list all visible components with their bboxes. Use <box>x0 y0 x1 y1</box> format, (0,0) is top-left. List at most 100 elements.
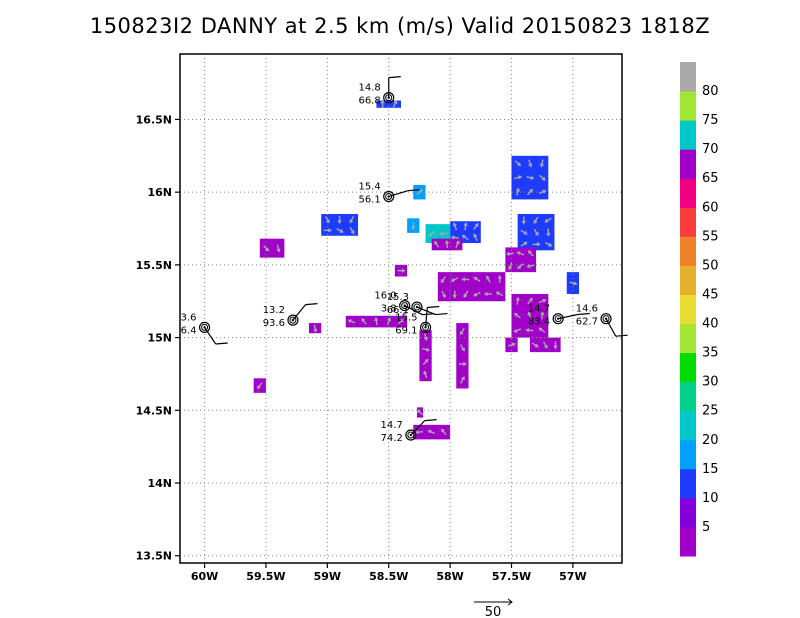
wind-barb-flag <box>577 312 590 316</box>
wind-vector-arrow <box>462 234 469 241</box>
station-label-top: 16.0 <box>374 291 396 302</box>
colorbar-label: 35 <box>702 346 719 361</box>
wind-barb-flag <box>215 342 228 345</box>
wind-vector-head <box>523 241 528 246</box>
station-label-top: 14.6 <box>576 304 598 315</box>
wind-vector-head <box>539 163 544 168</box>
wind-vector-head <box>513 312 518 317</box>
wind-barb-staff <box>388 190 409 198</box>
station-label-bottom: 66.8 <box>358 96 380 107</box>
wind-vector-head <box>473 233 478 238</box>
colorbar-segment <box>680 149 696 179</box>
wind-vector-head <box>401 268 406 273</box>
wind-vector-head <box>513 328 518 333</box>
wind-patch <box>425 224 451 244</box>
station-label-bottom: 69.1 <box>395 325 417 336</box>
wind-barb-staff <box>605 318 617 337</box>
station-marker <box>399 299 411 312</box>
colorbar-segment <box>680 526 696 557</box>
wind-vector-head <box>337 220 342 225</box>
colorbar-segment <box>680 236 696 266</box>
station-marker-inner <box>554 315 562 323</box>
wind-vector-arrow <box>325 216 330 223</box>
wind-vector-head <box>542 298 547 303</box>
colorbar-label: 70 <box>702 142 719 157</box>
station-label-bottom: 62.7 <box>576 317 598 328</box>
wind-vector-arrow <box>538 190 546 195</box>
y-tick-label: 15.5N <box>136 259 172 272</box>
colorbar-label: 5 <box>702 520 710 535</box>
colorbar-label: 25 <box>702 404 719 419</box>
wind-vector-arrow <box>440 232 448 235</box>
wind-vector-arrow <box>520 241 528 247</box>
wind-vector-head <box>474 222 479 227</box>
wind-vector-head <box>387 317 392 322</box>
wind-vector-head <box>313 328 318 333</box>
wind-vector-arrow <box>349 226 355 234</box>
station-marker-inner <box>385 193 393 201</box>
wind-vector-arrow <box>538 299 546 304</box>
wind-vector-head <box>411 226 416 231</box>
y-axis-ticks: 13.5N 14N 14.5N 15N 15.5N 16N 16.5N <box>136 113 180 563</box>
wind-vector-head <box>497 274 502 279</box>
wind-vector-arrow <box>542 341 548 349</box>
wind-vector-head <box>462 361 468 366</box>
wind-vector-head <box>374 316 379 322</box>
wind-vector-arrow <box>361 318 367 325</box>
wind-vector-arrow <box>496 291 504 297</box>
wind-vector-arrow <box>348 319 356 324</box>
wind-barb-flag <box>407 189 420 192</box>
wind-vector-head <box>439 231 444 236</box>
colorbar-label: 60 <box>702 200 719 215</box>
wind-vector-arrow <box>428 430 436 435</box>
colorbar-segment <box>680 294 696 325</box>
wind-vector-arrow <box>517 251 525 256</box>
wind-vector-head <box>276 248 281 253</box>
wind-vector-head <box>463 293 468 298</box>
wind-vector-arrow <box>516 297 519 305</box>
colorbar-segment <box>680 439 696 470</box>
observation-stations: 14.8 66.8 15.4 56.1 3.6 6.4 13.2 93.6 15.3 66.115… <box>181 76 628 444</box>
wind-vector-head <box>511 342 517 347</box>
wind-vector-head <box>461 277 466 282</box>
reference-vector: 50 <box>474 598 513 618</box>
x-tick-label: 58.5W <box>369 570 408 583</box>
wind-vector-head <box>463 222 468 227</box>
wind-vector-head <box>473 292 478 297</box>
wind-vector-arrow <box>526 176 534 180</box>
wind-vector-arrow <box>533 216 539 224</box>
wind-vector-head <box>523 230 528 235</box>
colorbar-label: 15 <box>702 462 719 477</box>
colorbar-segment <box>680 352 696 383</box>
wind-vector-head <box>505 251 511 256</box>
station-marker <box>198 321 211 334</box>
wind-vector-head <box>418 188 423 193</box>
wind-vector-head <box>517 162 521 167</box>
wind-vector-head <box>428 232 433 237</box>
wind-vector-head <box>327 228 332 233</box>
wind-vector-head <box>339 229 344 233</box>
wind-barb-flag <box>435 312 448 316</box>
wind-vector-arrow <box>451 236 459 239</box>
station-marker-inner <box>602 315 610 323</box>
wind-vectors <box>257 99 578 436</box>
wind-vector-arrow <box>397 318 405 325</box>
wind-vector-head <box>483 291 488 297</box>
wind-vector-head <box>529 188 533 193</box>
wind-vector-arrow <box>538 327 546 333</box>
wind-barb-staff <box>404 305 423 316</box>
wind-vector-arrow <box>473 291 481 297</box>
station-marker <box>552 313 564 325</box>
wind-vector-head <box>434 240 438 245</box>
colorbar-segment <box>680 265 696 295</box>
wind-vector-arrow <box>415 430 423 434</box>
x-tick-label: 57.5W <box>492 570 531 583</box>
wind-patch <box>259 238 285 258</box>
wind-vector-arrow <box>514 313 521 319</box>
wind-vector-arrow <box>434 241 440 248</box>
plot-frame <box>179 53 623 564</box>
wind-vector-arrow <box>423 371 428 379</box>
wind-vector-arrow <box>440 276 446 283</box>
wind-vector-arrow <box>453 223 458 231</box>
wind-vector-arrow <box>533 228 539 236</box>
